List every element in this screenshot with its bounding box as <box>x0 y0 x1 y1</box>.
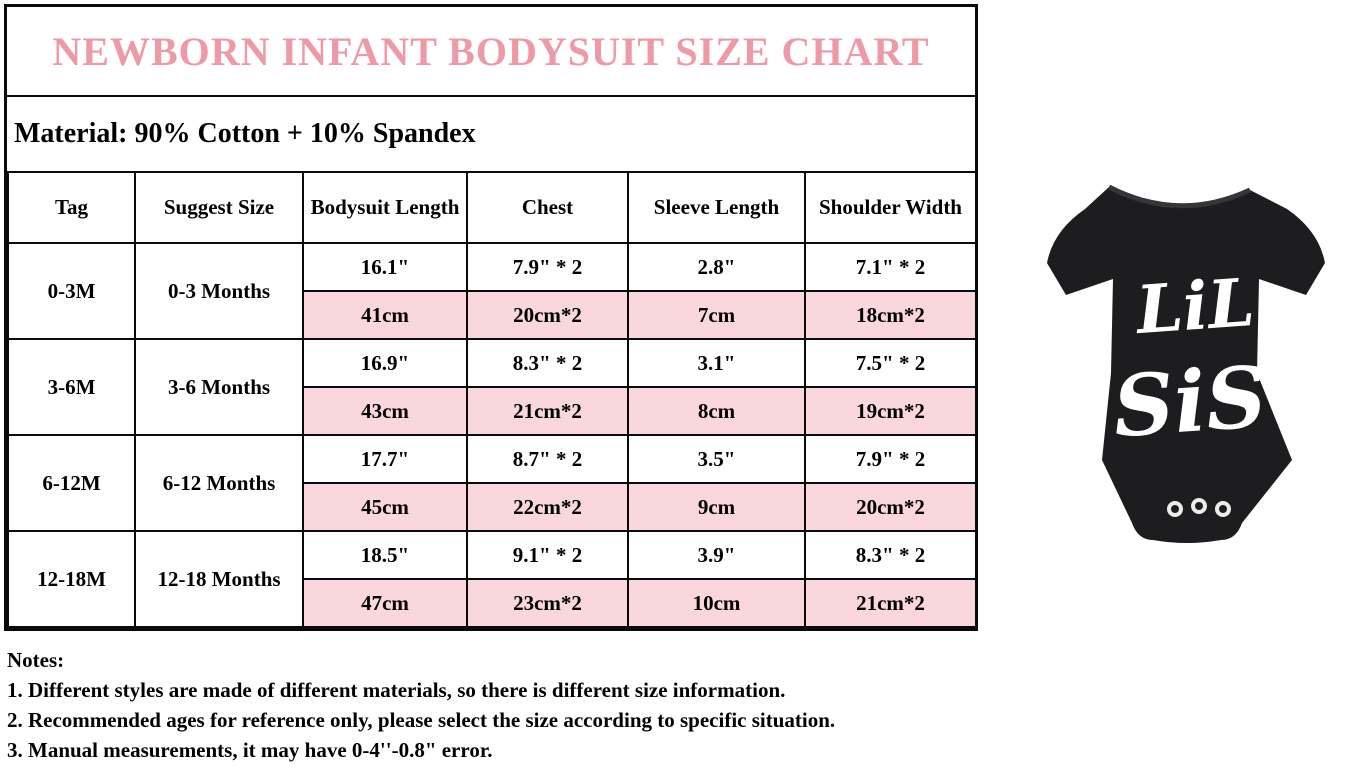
cell-tag: 12-18M <box>7 530 136 628</box>
notes-section: Notes: 1. Different styles are made of d… <box>7 645 997 765</box>
header-row: Tag Suggest Size Bodysuit Length Chest S… <box>7 171 977 244</box>
cell-bodysuit-length-cm: 47cm <box>302 578 468 628</box>
cell-chest-cm: 23cm*2 <box>466 578 629 628</box>
bodysuit-silhouette <box>1047 187 1325 543</box>
cell-sleeve-length-cm: 8cm <box>627 386 806 436</box>
cell-chest-cm: 21cm*2 <box>466 386 629 436</box>
cell-shoulder-width-inch: 7.1" * 2 <box>804 242 977 292</box>
table-row-inch: 3-6M 3-6 Months 16.9" 8.3" * 2 3.1" 7.5"… <box>7 338 977 436</box>
cell-shoulder-width-inch: 7.9" * 2 <box>804 434 977 484</box>
bodysuit-product-image: LiL SiS <box>1047 184 1325 543</box>
cell-sleeve-length-cm: 10cm <box>627 578 806 628</box>
cell-sleeve-length-inch: 3.5" <box>627 434 806 484</box>
cell-sleeve-length-inch: 2.8" <box>627 242 806 292</box>
neckband-icon <box>1107 184 1252 209</box>
cell-sleeve-length-inch: 3.1" <box>627 338 806 388</box>
cell-chest-inch: 7.9" * 2 <box>466 242 629 292</box>
cell-sleeve-length-cm: 7cm <box>627 290 806 340</box>
cell-suggest-size: 6-12 Months <box>134 434 304 532</box>
cell-shoulder-width-cm: 18cm*2 <box>804 290 977 340</box>
cell-chest-inch: 8.7" * 2 <box>466 434 629 484</box>
column-header-suggest-size: Suggest Size <box>134 171 304 244</box>
cell-bodysuit-length-inch: 16.9" <box>302 338 468 388</box>
column-header-sleeve-length: Sleeve Length <box>627 171 806 244</box>
cell-sleeve-length-cm: 9cm <box>627 482 806 532</box>
chart-box: NEWBORN INFANT BODYSUIT SIZE CHART Mater… <box>4 4 978 631</box>
table-row-cm: 43cm 21cm*2 8cm 19cm*2 <box>8 386 977 436</box>
cell-tag: 3-6M <box>7 338 136 436</box>
column-header-tag: Tag <box>7 171 136 244</box>
material-text: Material: 90% Cotton + 10% Spandex <box>14 118 476 149</box>
bodysuit-slogan-line1: LiL <box>1132 263 1257 349</box>
cell-bodysuit-length-inch: 16.1" <box>302 242 468 292</box>
cell-bodysuit-length-cm: 43cm <box>302 386 468 436</box>
cell-chest-cm: 22cm*2 <box>466 482 629 532</box>
table-row-cm: 47cm 23cm*2 10cm 21cm*2 <box>8 578 977 628</box>
bodysuit-slogan-line2: SiS <box>1110 347 1270 456</box>
column-header-bodysuit-length: Bodysuit Length <box>302 171 468 244</box>
snap-buttons-icon <box>1167 498 1231 517</box>
cell-chest-inch: 8.3" * 2 <box>466 338 629 388</box>
table-row-cm: 45cm 22cm*2 9cm 20cm*2 <box>8 482 977 532</box>
cell-shoulder-width-cm: 21cm*2 <box>804 578 977 628</box>
table-row-inch: 12-18M 12-18 Months 18.5" 9.1" * 2 3.9" … <box>7 530 977 628</box>
cell-tag: 0-3M <box>7 242 136 340</box>
table-row-inch: 0-3M 0-3 Months 16.1" 7.9" * 2 2.8" 7.1"… <box>7 242 977 340</box>
note-line: 3. Manual measurements, it may have 0-4'… <box>7 738 493 762</box>
cell-bodysuit-length-cm: 45cm <box>302 482 468 532</box>
title-band: NEWBORN INFANT BODYSUIT SIZE CHART <box>7 7 975 97</box>
cell-chest-inch: 9.1" * 2 <box>466 530 629 580</box>
cell-shoulder-width-inch: 7.5" * 2 <box>804 338 977 388</box>
cell-shoulder-width-inch: 8.3" * 2 <box>804 530 977 580</box>
cell-suggest-size: 12-18 Months <box>134 530 304 628</box>
material-band: Material: 90% Cotton + 10% Spandex <box>7 97 975 171</box>
cell-bodysuit-length-inch: 17.7" <box>302 434 468 484</box>
cell-sleeve-length-inch: 3.9" <box>627 530 806 580</box>
note-line: 1. Different styles are made of differen… <box>7 678 786 702</box>
cell-suggest-size: 0-3 Months <box>134 242 304 340</box>
cell-bodysuit-length-inch: 18.5" <box>302 530 468 580</box>
column-header-chest: Chest <box>466 171 629 244</box>
cell-suggest-size: 3-6 Months <box>134 338 304 436</box>
cell-shoulder-width-cm: 20cm*2 <box>804 482 977 532</box>
cell-bodysuit-length-cm: 41cm <box>302 290 468 340</box>
cell-tag: 6-12M <box>7 434 136 532</box>
table-row-cm: 41cm 20cm*2 7cm 18cm*2 <box>8 290 977 340</box>
cell-chest-cm: 20cm*2 <box>466 290 629 340</box>
page-title: NEWBORN INFANT BODYSUIT SIZE CHART <box>52 28 930 74</box>
size-table: Tag Suggest Size Bodysuit Length Chest S… <box>7 171 977 628</box>
cell-shoulder-width-cm: 19cm*2 <box>804 386 977 436</box>
notes-heading: Notes: <box>7 648 65 672</box>
note-line: 2. Recommended ages for reference only, … <box>7 708 836 732</box>
column-header-shoulder-width: Shoulder Width <box>804 171 977 244</box>
table-row-inch: 6-12M 6-12 Months 17.7" 8.7" * 2 3.5" 7.… <box>7 434 977 532</box>
